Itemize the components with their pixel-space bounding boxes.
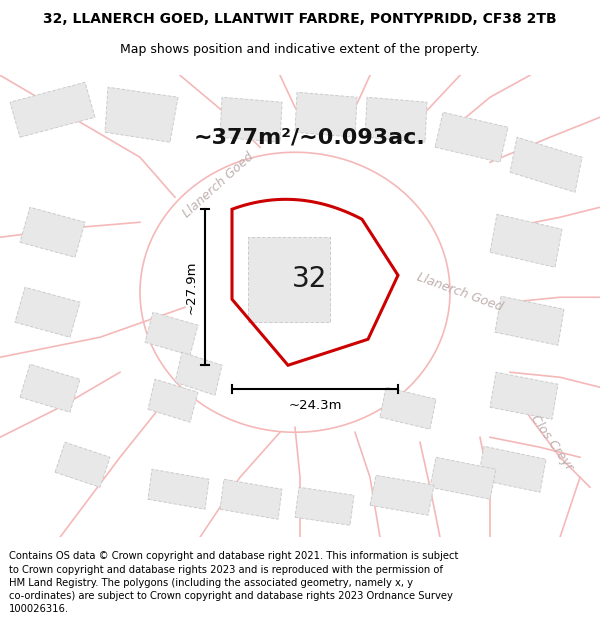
Polygon shape: [295, 92, 357, 138]
Text: Clos Creyr: Clos Creyr: [528, 412, 576, 472]
Polygon shape: [20, 208, 85, 258]
Text: 32, LLANERCH GOED, LLANTWIT FARDRE, PONTYPRIDD, CF38 2TB: 32, LLANERCH GOED, LLANTWIT FARDRE, PONT…: [43, 12, 557, 26]
Text: Llanerch Goed: Llanerch Goed: [415, 271, 505, 314]
Polygon shape: [295, 488, 354, 525]
Polygon shape: [220, 98, 282, 142]
Polygon shape: [220, 479, 282, 519]
Polygon shape: [55, 442, 110, 488]
Polygon shape: [145, 312, 198, 355]
Text: ~24.3m: ~24.3m: [288, 399, 342, 412]
Polygon shape: [148, 379, 198, 423]
Polygon shape: [370, 475, 434, 515]
Polygon shape: [490, 372, 558, 419]
Polygon shape: [380, 388, 436, 429]
Polygon shape: [148, 469, 209, 509]
Polygon shape: [490, 214, 562, 268]
Polygon shape: [430, 458, 496, 499]
Polygon shape: [105, 88, 178, 142]
Polygon shape: [248, 238, 330, 322]
Polygon shape: [435, 112, 508, 162]
Polygon shape: [365, 98, 427, 142]
Polygon shape: [175, 352, 222, 395]
Text: ~27.9m: ~27.9m: [185, 261, 197, 314]
Text: Llanerch Goed: Llanerch Goed: [180, 150, 256, 221]
Text: 32: 32: [292, 265, 328, 293]
Text: Map shows position and indicative extent of the property.: Map shows position and indicative extent…: [120, 42, 480, 56]
Polygon shape: [20, 364, 80, 413]
Polygon shape: [495, 296, 564, 345]
Polygon shape: [15, 288, 80, 338]
Polygon shape: [510, 138, 582, 192]
Polygon shape: [10, 82, 95, 138]
Polygon shape: [478, 446, 546, 493]
Text: ~377m²/~0.093ac.: ~377m²/~0.093ac.: [194, 127, 426, 148]
Text: Contains OS data © Crown copyright and database right 2021. This information is : Contains OS data © Crown copyright and d…: [9, 551, 458, 614]
